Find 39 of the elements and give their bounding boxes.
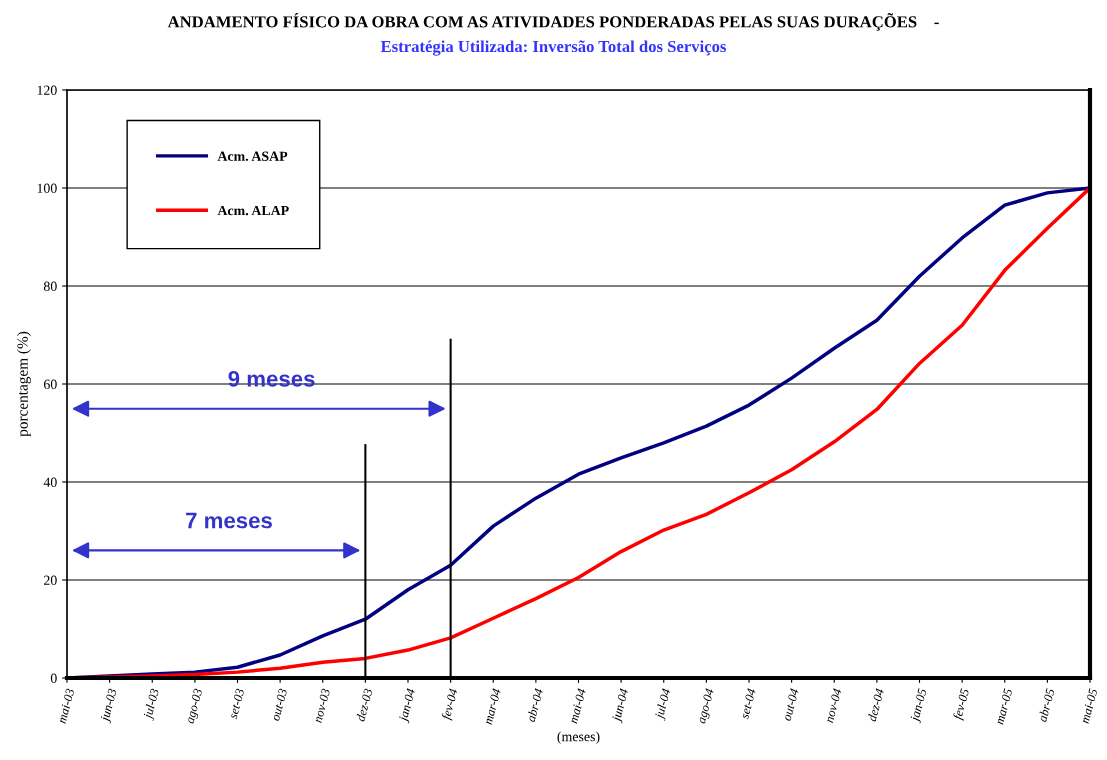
x-tick-label: mar-05	[995, 688, 1013, 725]
chart-subtitle: Estratégia Utilizada: Inversão Total dos Serviços	[380, 40, 727, 56]
x-tick-label: jan-05	[909, 688, 930, 724]
x-tick-label: dez-03	[355, 688, 373, 722]
x-tick-label: out-04	[782, 688, 799, 722]
x-tick-label: set-03	[228, 688, 245, 720]
chart-title: ANDAMENTO FÍSICO DA OBRA COM AS ATIVIDADES PONDERADAS PELAS SUAS DURAÇÕES -	[167, 13, 939, 31]
legend-label: Acm. ASAP	[217, 151, 288, 161]
x-tick-label: mai-03	[57, 688, 75, 724]
x-tick-label: mai-04	[568, 688, 587, 724]
y-tick-label: 40	[43, 477, 57, 487]
y-axis-title: porcentagem (%)	[16, 331, 31, 437]
x-tick-label: ago-03	[185, 688, 205, 725]
x-tick-label: mar-04	[483, 688, 501, 725]
x-tick-label: mai-05	[1080, 688, 1098, 724]
x-tick-label: ago-04	[696, 688, 717, 725]
x-tick-label: fev-04	[441, 687, 461, 721]
x-tick-label: jul-04	[654, 687, 674, 721]
x-tick-label: nov-04	[824, 688, 842, 724]
x-tick-label: jan-04	[398, 688, 418, 724]
y-tick-label: 80	[43, 281, 57, 291]
y-tick-label: 120	[37, 85, 57, 95]
y-tick-label: 60	[43, 379, 57, 389]
x-tick-label: fev-05	[952, 688, 972, 721]
x-tick-label: out-03	[270, 688, 288, 722]
x-tick-label: abr-05	[1037, 688, 1055, 723]
x-tick-label: dez-04	[867, 687, 885, 722]
x-tick-label: abr-04	[526, 687, 544, 723]
x-tick-label: jun-03	[99, 688, 120, 724]
y-tick-label: 20	[44, 575, 57, 585]
x-tick-label: jul-03	[142, 688, 162, 721]
x-tick-label: set-04	[739, 688, 756, 720]
legend-label: Acm. ALAP	[217, 205, 289, 216]
x-tick-label: jun-04	[611, 688, 631, 724]
y-tick-label: 0	[50, 673, 57, 683]
annotation: 7 meses	[186, 512, 272, 529]
y-tick-label: 100	[37, 183, 57, 193]
x-axis-title: (meses)	[557, 731, 600, 745]
x-tick-label: nov-03	[313, 688, 331, 724]
